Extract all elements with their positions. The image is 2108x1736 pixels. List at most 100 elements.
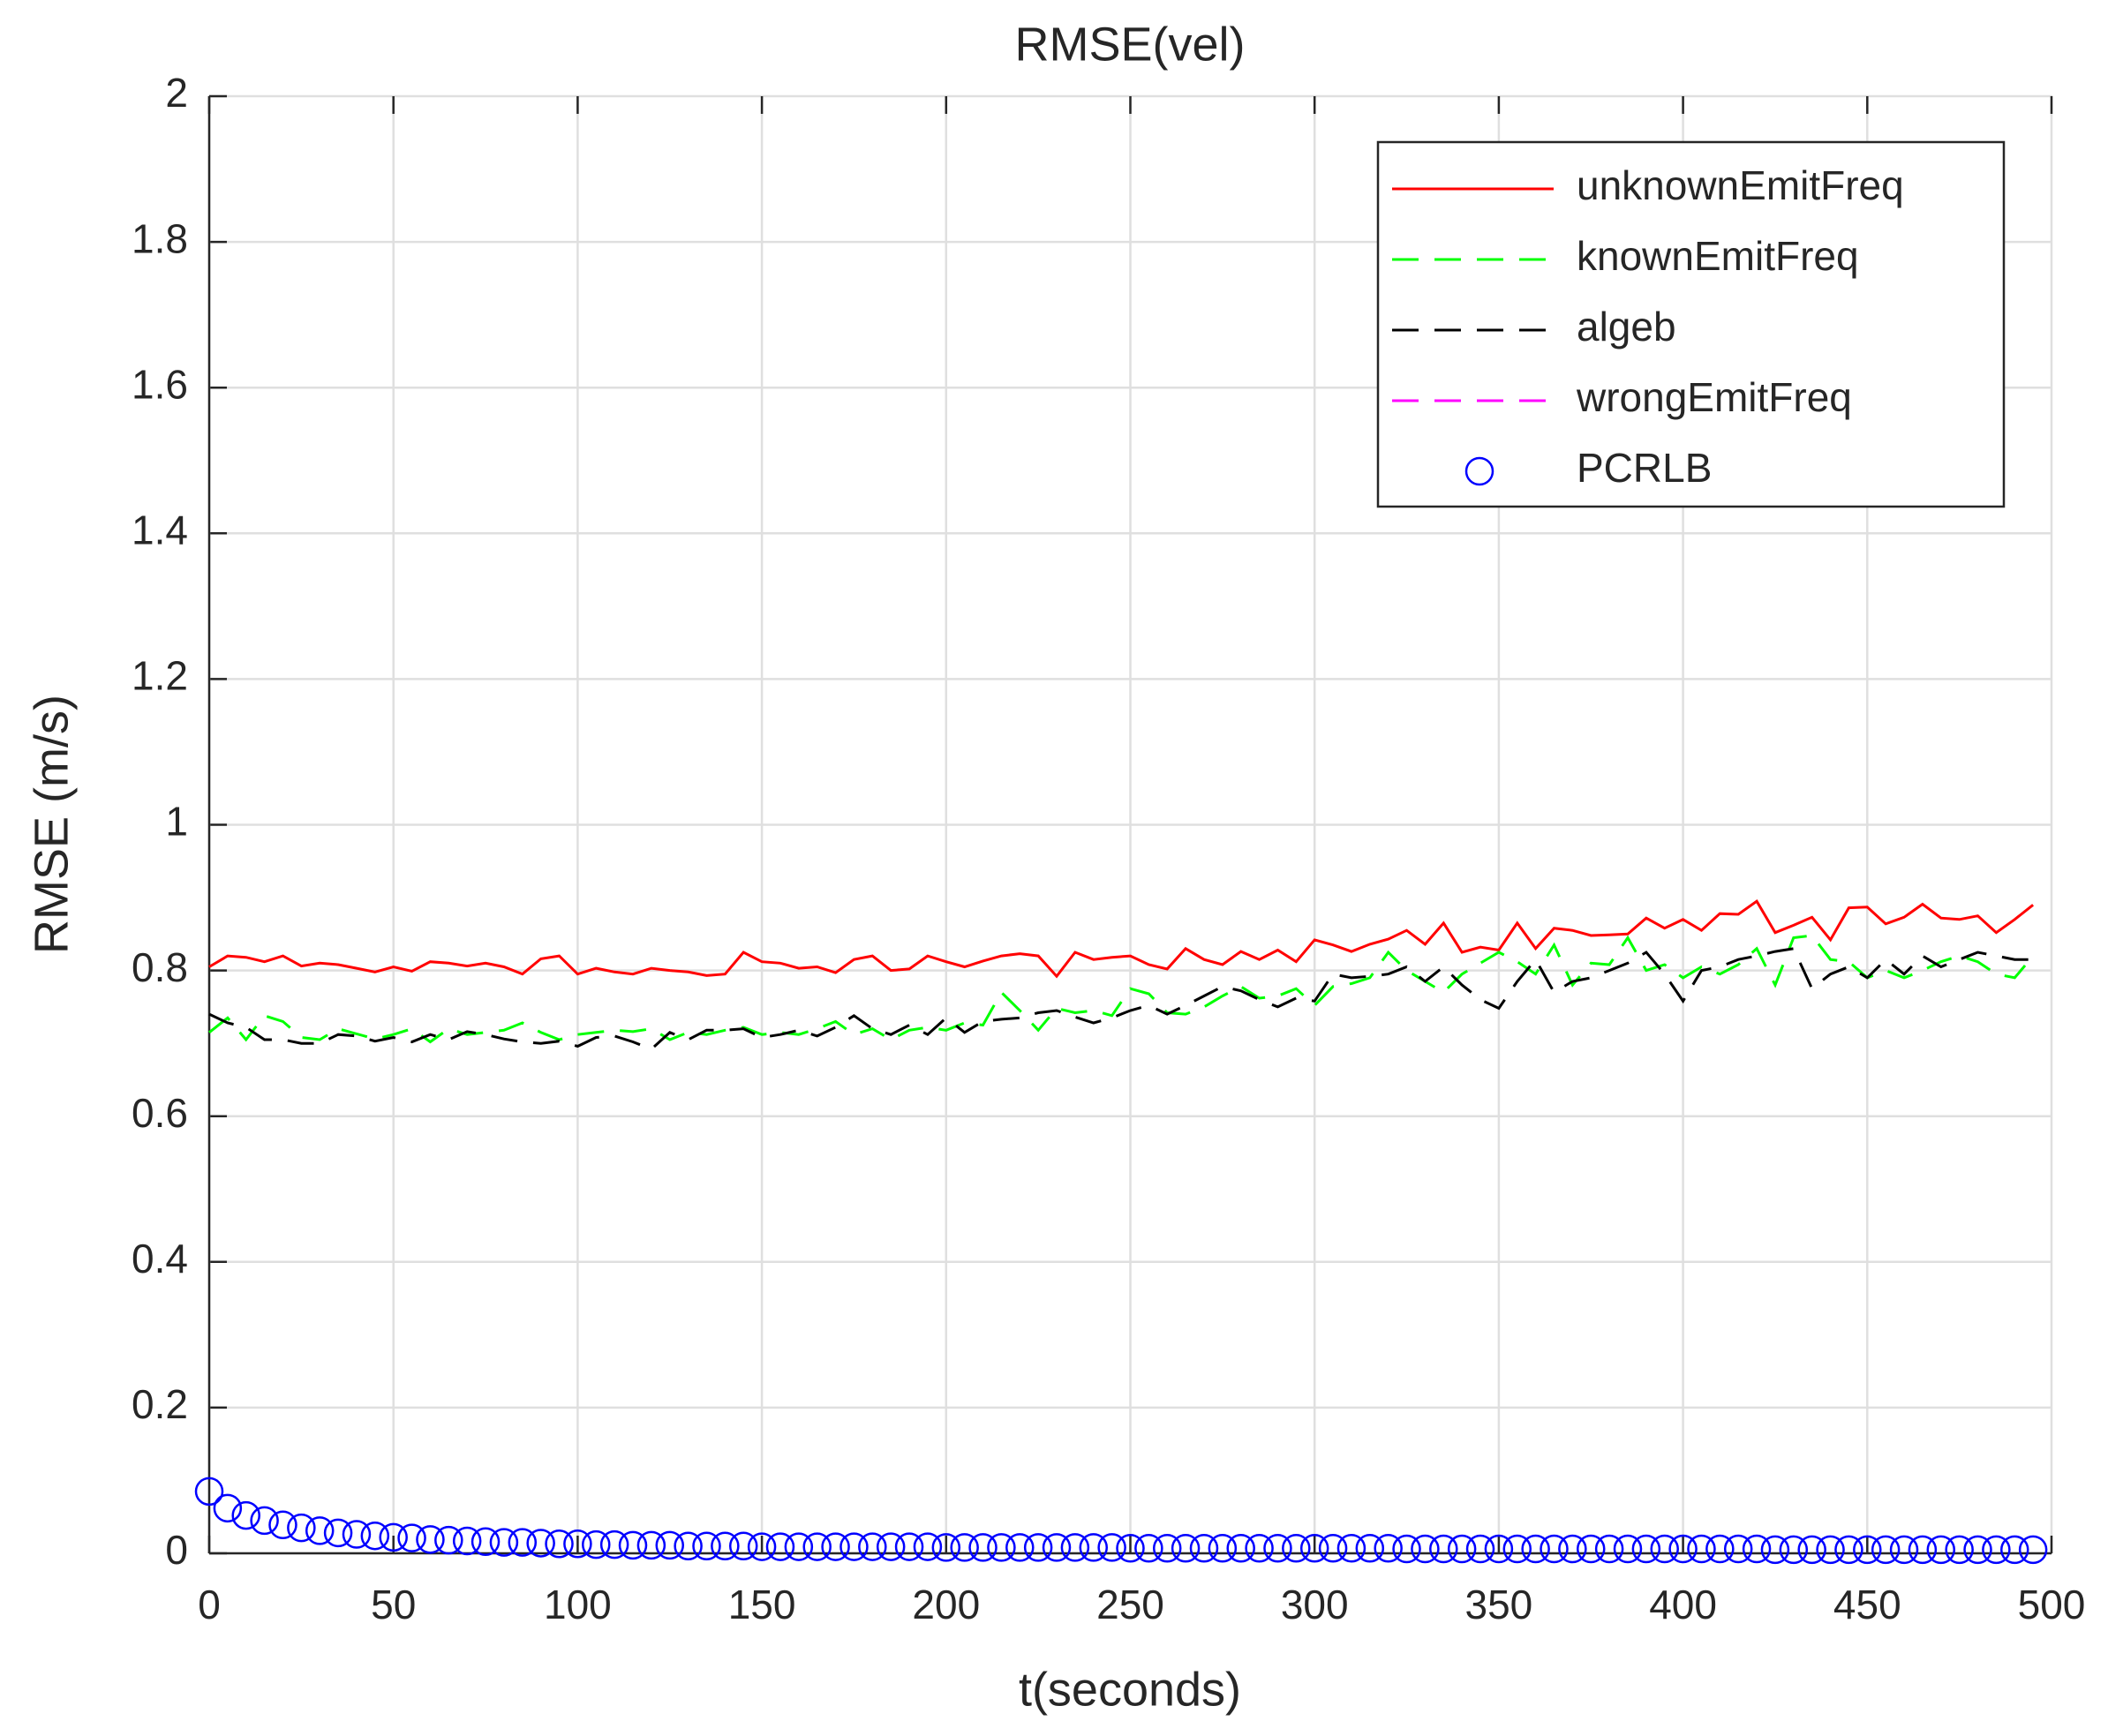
marker <box>397 1523 426 1552</box>
series-line <box>208 934 2035 1044</box>
legend-marker <box>1464 456 1494 486</box>
marker <box>1263 1533 1292 1563</box>
marker <box>194 1477 224 1507</box>
x-tick-label: 250 <box>1096 1582 1164 1627</box>
marker <box>1282 1533 1311 1563</box>
marker <box>1982 1535 2011 1565</box>
legend-label: algeb <box>1577 304 1676 349</box>
y-tick-label: 1.6 <box>132 361 188 407</box>
marker <box>1834 1535 1863 1565</box>
marker <box>1134 1533 1163 1563</box>
marker <box>950 1533 979 1562</box>
legend-label: knownEmitFreq <box>1577 233 1859 279</box>
x-tick-label: 50 <box>371 1582 416 1627</box>
y-tick-label: 0.2 <box>132 1381 188 1427</box>
marker <box>563 1529 592 1559</box>
marker <box>526 1529 555 1558</box>
marker <box>968 1533 998 1562</box>
marker <box>1465 1534 1495 1564</box>
marker <box>1023 1533 1053 1562</box>
x-tick-label: 0 <box>198 1582 221 1627</box>
marker <box>711 1531 740 1560</box>
marker <box>599 1529 629 1559</box>
y-tick-label: 0.4 <box>132 1236 188 1281</box>
marker <box>1392 1534 1421 1564</box>
marker <box>1447 1534 1477 1564</box>
marker <box>2018 1535 2048 1565</box>
marker <box>1613 1534 1643 1564</box>
marker <box>1502 1534 1532 1564</box>
marker <box>1816 1535 1845 1565</box>
marker <box>1116 1533 1145 1563</box>
marker <box>1484 1534 1514 1564</box>
marker <box>747 1532 777 1561</box>
marker <box>342 1520 372 1549</box>
marker <box>1299 1533 1329 1563</box>
x-tick-label: 200 <box>912 1582 980 1627</box>
marker <box>1005 1533 1035 1562</box>
marker <box>1650 1534 1679 1564</box>
marker <box>508 1528 538 1557</box>
marker <box>1871 1535 1901 1565</box>
y-tick-label: 2 <box>165 70 188 116</box>
marker <box>360 1521 390 1551</box>
marker <box>839 1532 869 1561</box>
legend-label: PCRLB <box>1577 445 1712 491</box>
marker <box>636 1530 666 1560</box>
x-tick-label: 500 <box>2018 1582 2086 1627</box>
marker <box>1963 1535 1992 1565</box>
marker <box>1042 1533 1072 1562</box>
marker <box>913 1532 943 1561</box>
marker <box>1558 1534 1587 1564</box>
marker <box>250 1506 279 1536</box>
marker <box>1908 1535 1938 1565</box>
marker <box>858 1532 887 1561</box>
marker <box>765 1532 795 1561</box>
marker <box>876 1532 906 1561</box>
marker <box>1945 1535 1974 1565</box>
marker <box>1097 1533 1126 1562</box>
x-tick-label: 400 <box>1649 1582 1717 1627</box>
marker <box>1797 1535 1826 1565</box>
marker <box>1411 1534 1440 1564</box>
marker <box>582 1529 611 1559</box>
marker <box>1336 1533 1366 1563</box>
marker <box>987 1533 1016 1562</box>
marker <box>692 1531 721 1560</box>
marker <box>231 1500 260 1530</box>
x-tick-label: 450 <box>1833 1582 1901 1627</box>
marker <box>452 1526 482 1556</box>
marker <box>1687 1534 1716 1564</box>
marker <box>1429 1534 1458 1564</box>
marker <box>618 1530 648 1560</box>
x-tick-label: 350 <box>1465 1582 1533 1627</box>
marker <box>802 1532 832 1561</box>
marker <box>728 1531 758 1560</box>
marker <box>1889 1535 1919 1565</box>
marker <box>379 1522 408 1552</box>
series-line <box>208 947 2034 1051</box>
y-tick-label: 1.4 <box>132 507 188 552</box>
y-tick-label: 1.8 <box>132 215 188 261</box>
marker <box>1668 1534 1698 1564</box>
chart-title: RMSE(vel) <box>1014 18 1245 71</box>
marker <box>1926 1535 1956 1565</box>
y-tick-label: 1 <box>165 799 188 845</box>
y-tick-label: 0 <box>165 1527 188 1573</box>
marker <box>784 1532 814 1561</box>
marker <box>1631 1534 1661 1564</box>
marker <box>1540 1534 1569 1564</box>
series-line <box>208 899 2035 979</box>
x-tick-label: 300 <box>1281 1582 1349 1627</box>
marker <box>287 1513 316 1543</box>
marker <box>1521 1534 1550 1564</box>
marker <box>1355 1533 1385 1563</box>
marker <box>416 1525 445 1554</box>
marker <box>1723 1534 1753 1564</box>
marker <box>931 1533 961 1562</box>
legend: unknownEmitFreq knownEmitFreq algeb wrongEm… <box>1376 140 2006 508</box>
marker <box>1577 1534 1606 1564</box>
marker <box>655 1530 684 1560</box>
x-tick-label: 150 <box>728 1582 796 1627</box>
